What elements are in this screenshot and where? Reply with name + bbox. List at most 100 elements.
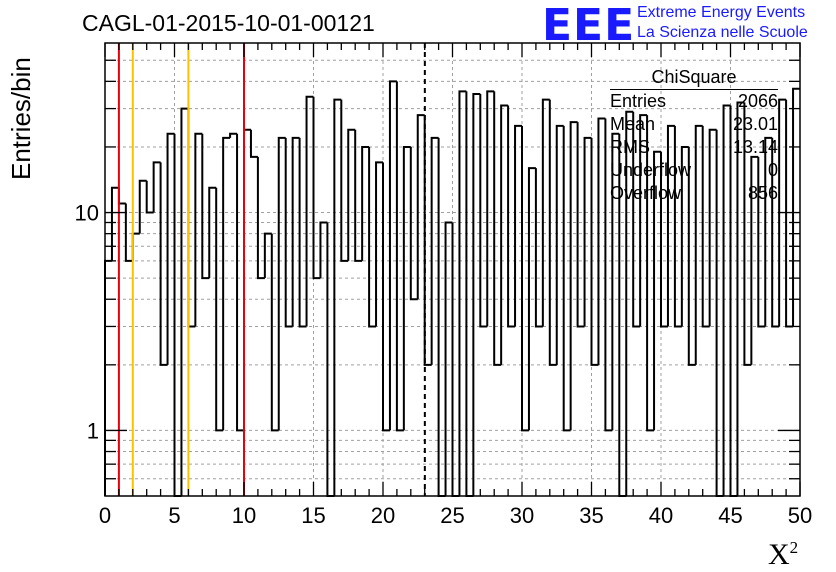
x-tick-label: 10 [232,503,256,528]
histogram-bin [534,168,543,328]
histogram-bin [222,136,231,431]
x-tick-label: 20 [371,503,395,528]
histogram-bin [249,129,258,158]
histogram-bin [764,136,773,327]
histogram-bin [340,99,349,262]
histogram-bin [145,180,154,214]
histogram-bin [187,108,196,328]
histogram-bin [590,137,599,366]
histogram-bin [104,259,112,496]
histogram-bin [166,132,175,365]
histogram-bin [736,101,745,496]
histogram-bin [291,136,300,327]
histogram-bin [159,162,168,366]
y-axis-label: Entries/bin [6,57,36,180]
histogram-bin [569,121,578,431]
histogram-bin [653,150,661,431]
stats-title: ChiSquare [610,66,778,90]
histogram-bin [555,124,564,365]
histogram-bin [277,136,286,431]
histogram-bin [243,128,251,431]
histogram-bin [625,110,634,496]
chart-title: CAGL-01-2015-10-01-00121 [82,10,375,36]
histogram-bin [326,222,335,497]
histogram-bin [138,179,147,234]
histogram-bin [465,91,474,497]
histogram-bin [792,87,800,327]
x-tick-label: 5 [168,503,180,528]
stats-row-entries: Entries 2066 [610,91,778,111]
histogram-bin [110,186,119,261]
histogram-bin [201,133,210,280]
histogram-bin [430,136,439,365]
histogram-bin [347,128,356,261]
histogram-bin [632,111,641,328]
y-tick-label: 10 [75,201,99,226]
x-tick-label: 35 [579,503,603,528]
histogram-bin [479,94,488,328]
histogram-bin [284,137,293,328]
histogram-bin [458,90,467,496]
histogram-bin [507,105,516,328]
histogram-bin [548,99,557,366]
histogram-bin [375,161,383,327]
histogram-bin [388,80,397,431]
histogram-bin [778,98,787,327]
histogram-bin [333,98,342,496]
histogram-bin [611,132,620,431]
histogram-bin [666,124,675,327]
stats-box: ChiSquare Entries 2066 Mean 23.01 RMS 13.14… [610,66,778,205]
histogram-bin [416,114,425,300]
histogram-bin [673,125,682,328]
histogram-bin [722,104,731,496]
histogram-bin [541,98,550,327]
histogram-bin [486,90,495,327]
histogram-bin [298,137,307,328]
histogram-bin [229,132,238,138]
stats-row-underflow: Underflow 0 [610,160,778,180]
histogram-bin [660,151,668,328]
stats-row-overflow: Overflow 856 [610,183,778,203]
stats-row-rms: RMS 13.14 [610,137,778,157]
x-axis-label: X2 [768,538,799,571]
histogram-bin [708,128,717,327]
histogram-bin [270,233,279,432]
histogram-bin [694,124,703,365]
histogram-bin [500,104,509,365]
histogram-bin [312,96,321,280]
histogram-bin [646,115,655,432]
histogram-bin [493,91,502,366]
histogram-bin [437,137,446,497]
histogram-bin [687,146,696,366]
histogram-bin [124,203,133,262]
histogram-bin [444,221,453,496]
histogram-bin [256,156,265,280]
histogram-bin [402,145,411,431]
histogram-bin [451,222,460,497]
histogram-bin [180,107,189,496]
x-tick-label: 15 [301,503,325,528]
histogram-bin [750,155,759,365]
histogram-bin [597,117,606,365]
histogram-bin [680,145,689,327]
tick-labels: 0 5 10 15 20 25 30 35 40 45 50 1 10 [75,201,813,528]
histogram-bin [236,133,244,432]
histogram-bin [521,125,529,432]
histogram-bin [562,125,571,432]
histogram-bin [771,137,780,328]
histogram-bin [639,114,648,327]
histogram-bin [576,122,585,328]
x-tick-label: 30 [510,503,534,528]
histogram-bin [305,95,314,327]
histogram-bin [472,93,481,496]
stats-row-mean: Mean 23.01 [610,114,778,134]
histogram-bin [527,167,536,431]
histogram-bin [152,161,161,213]
reference-lines [117,43,426,496]
logo-line-1: Extreme Energy Events [637,4,806,21]
histogram-bin [361,145,370,261]
histogram-bin [395,81,404,432]
histogram-bin [409,146,418,301]
histogram-bin [194,132,203,327]
